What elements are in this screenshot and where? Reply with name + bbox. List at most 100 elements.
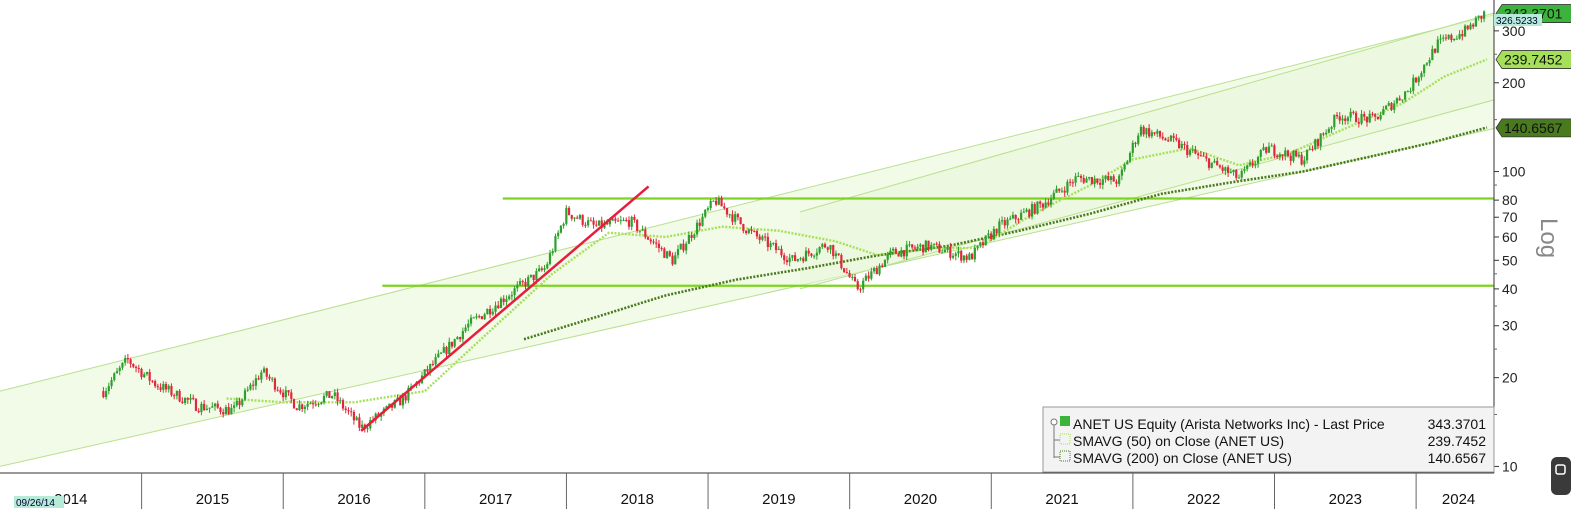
candle-body	[1251, 162, 1254, 166]
candle-body	[562, 223, 565, 226]
candle-body	[192, 397, 195, 400]
y-tick-label: 10	[1502, 458, 1518, 474]
channel-fill	[800, 12, 1494, 289]
candle-body	[1101, 179, 1104, 185]
candle-body	[742, 224, 745, 231]
sma-path	[226, 58, 1488, 404]
candle-body	[129, 359, 132, 364]
candle-body	[154, 381, 157, 387]
y-tick-label: 60	[1502, 229, 1518, 245]
candle-body	[1191, 149, 1194, 151]
candle-body	[1041, 203, 1045, 208]
candle-body	[987, 233, 990, 236]
candle-body	[183, 397, 187, 403]
candle-body	[401, 395, 405, 406]
candle-body	[834, 253, 838, 257]
candle-body	[224, 406, 228, 415]
y-tick-label: 200	[1502, 75, 1526, 91]
y-tick-label: 20	[1502, 370, 1518, 386]
candle-body	[1333, 114, 1336, 128]
candle-body	[140, 368, 143, 378]
candle-body	[1420, 73, 1423, 78]
candle-body	[494, 305, 497, 312]
candle-body	[399, 397, 402, 406]
candle-body	[921, 244, 925, 253]
candle-body	[633, 216, 636, 220]
candle-body	[1199, 155, 1202, 157]
candle-body	[1267, 146, 1271, 153]
candle-body	[404, 395, 407, 401]
candle-body	[750, 229, 753, 231]
candle-body	[1090, 177, 1094, 184]
candle-body	[1030, 204, 1034, 217]
candle-body	[445, 347, 448, 355]
candle-body	[1303, 160, 1306, 165]
candle-body	[170, 385, 173, 396]
candle-body	[1243, 169, 1246, 171]
candle-body	[1404, 91, 1407, 100]
candle-body	[1218, 165, 1222, 168]
candle-body	[282, 392, 285, 398]
candle-body	[1365, 116, 1369, 123]
candle-body	[145, 371, 149, 375]
candle-body	[1020, 212, 1023, 220]
candle-body	[1284, 150, 1287, 157]
candle-body	[668, 251, 671, 256]
candle-body	[317, 403, 320, 405]
candle-body	[1161, 136, 1164, 139]
candle-body	[780, 248, 783, 256]
price-tag-label: 140.6567	[1504, 120, 1563, 136]
candle-body	[576, 217, 579, 219]
candle-body	[818, 247, 821, 253]
candle-body	[1395, 98, 1399, 104]
settings-icon[interactable]	[1551, 457, 1571, 495]
candle-body	[1349, 111, 1352, 118]
candle-body	[1167, 140, 1170, 142]
candle-body	[173, 395, 176, 397]
candle-body	[336, 392, 339, 402]
candle-body	[134, 366, 138, 369]
channel-lower-line	[0, 127, 1495, 467]
candle-body	[355, 417, 358, 421]
candle-body	[1393, 103, 1396, 110]
candle-body	[731, 214, 734, 222]
candle-body	[616, 220, 620, 222]
candle-body	[965, 255, 968, 260]
candles	[102, 10, 1486, 433]
candle-body	[510, 295, 513, 297]
candle-body	[581, 215, 584, 225]
candle-body	[486, 308, 489, 315]
candle-body	[1276, 155, 1279, 158]
candle-body	[126, 357, 129, 360]
candle-body	[973, 247, 976, 260]
candle-body	[799, 258, 802, 260]
candle-body	[186, 397, 189, 400]
candle-body	[1477, 15, 1480, 18]
candle-body	[1246, 165, 1249, 170]
candle-body	[1153, 132, 1156, 134]
candle-body	[260, 372, 263, 380]
candle-body	[1463, 25, 1467, 37]
candle-body	[1256, 157, 1260, 164]
legend-swatch-sma200	[1059, 450, 1071, 462]
sma-200-line	[523, 126, 1488, 341]
candle-body	[1289, 155, 1292, 161]
x-tick-label: 2016	[337, 491, 370, 508]
candle-body	[257, 378, 260, 380]
candle-body	[924, 240, 927, 253]
candle-body	[333, 392, 336, 396]
candle-body	[1444, 37, 1448, 39]
candle-body	[1314, 139, 1317, 150]
candle-body	[943, 249, 946, 253]
candle-body	[309, 403, 312, 405]
candle-body	[551, 251, 554, 254]
candle-body	[276, 389, 279, 391]
candle-body	[1229, 172, 1232, 174]
candle-body	[388, 403, 391, 407]
candle-body	[311, 403, 315, 405]
candle-body	[197, 410, 200, 413]
candle-body	[881, 265, 884, 267]
horizontal-levels	[382, 197, 1494, 287]
candle-body	[848, 272, 851, 278]
candle-body	[627, 220, 631, 227]
